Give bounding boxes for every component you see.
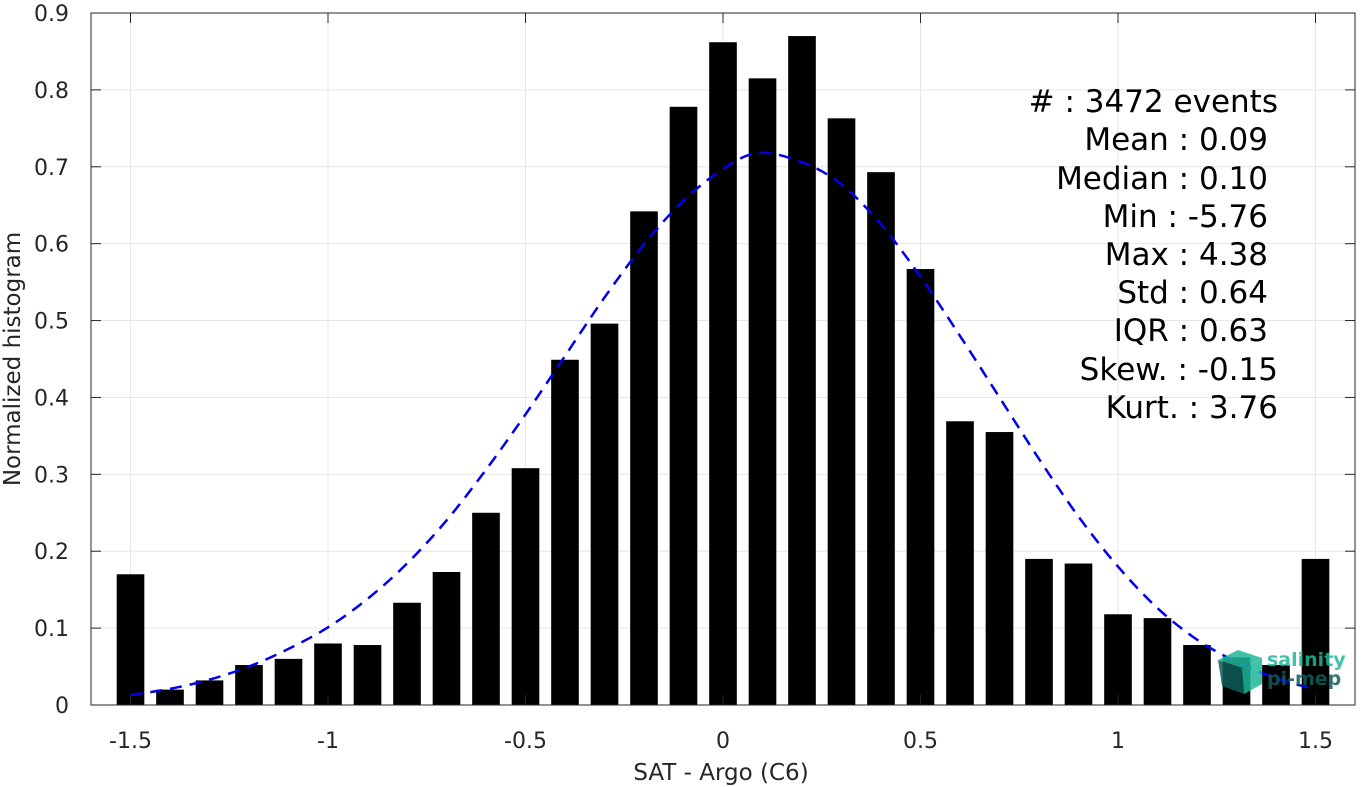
histogram-bar — [827, 118, 856, 706]
histogram-bar — [472, 512, 500, 705]
histogram-bar — [511, 468, 540, 705]
y-tick-labels: 0 0.1 0.2 0.3 0.4 0.5 0.6 0.7 0.8 0.9 — [34, 2, 69, 719]
histogram-bars — [116, 36, 1330, 706]
y-tick-label: 0 — [55, 694, 69, 719]
histogram-bar — [867, 172, 895, 705]
y-tick-label: 0.6 — [34, 233, 69, 258]
x-tick-label: -0.5 — [504, 729, 547, 754]
histogram-bar — [1064, 563, 1093, 705]
histogram-bar — [669, 106, 698, 705]
histogram-bar — [709, 42, 737, 706]
histogram-bar — [393, 602, 421, 705]
stat-median: Median : 0.10 — [1056, 161, 1268, 197]
histogram-bar — [195, 680, 224, 705]
stat-std: Std : 0.64 — [1117, 275, 1268, 311]
stat-iqr: IQR : 0.63 — [1114, 313, 1268, 349]
logo-text-pimep: pi-mep — [1267, 668, 1341, 690]
x-tick-label: 0.5 — [903, 729, 938, 754]
histogram-bar — [353, 645, 382, 705]
statistics-box: # : 3472 events Mean : 0.09 Median : 0.1… — [1029, 84, 1278, 426]
histogram-bar — [235, 665, 263, 705]
histogram-bar — [1143, 618, 1172, 705]
histogram-bar — [156, 689, 184, 705]
y-tick-label: 0.4 — [34, 386, 69, 411]
x-tick-label: -1.5 — [109, 729, 152, 754]
histogram-bar — [985, 432, 1014, 705]
axis-ticks — [91, 12, 1355, 706]
histogram-bar — [1183, 645, 1211, 705]
y-axis-label: Normalized histogram — [0, 232, 26, 486]
histogram-bar — [116, 574, 145, 705]
histogram-bar — [1301, 558, 1330, 705]
histogram-bar — [1104, 614, 1132, 705]
x-tick-label: 1 — [1111, 729, 1125, 754]
x-tick-labels: -1.5 -1 -0.5 0 0.5 1 1.5 — [109, 729, 1333, 754]
histogram-bar — [432, 571, 461, 705]
x-tick-label: 1.5 — [1298, 729, 1333, 754]
x-tick-label: 0 — [716, 729, 730, 754]
x-axis-label: SAT - Argo (C6) — [633, 760, 808, 786]
histogram-bar — [906, 269, 935, 705]
histogram-bar — [590, 323, 619, 705]
histogram-bar — [1262, 665, 1290, 705]
stat-mean: Mean : 0.09 — [1084, 122, 1268, 158]
histogram-bar — [748, 78, 777, 706]
histogram-bar — [788, 36, 816, 706]
logo-cube-left-face — [1218, 660, 1244, 694]
logo-cube-right-face — [1242, 658, 1262, 694]
salinity-pimep-logo: salinity pi-mep — [1218, 649, 1346, 694]
y-tick-label: 0.1 — [34, 617, 69, 642]
y-tick-label: 0.3 — [34, 463, 69, 488]
x-tick-label: -1 — [317, 729, 339, 754]
y-tick-label: 0.7 — [34, 156, 69, 181]
stat-kurt: Kurt. : 3.76 — [1106, 390, 1278, 426]
logo-text-salinity: salinity — [1267, 649, 1346, 671]
stat-max: Max : 4.38 — [1105, 237, 1268, 273]
y-tick-label: 0.9 — [34, 2, 69, 27]
y-tick-label: 0.2 — [34, 540, 69, 565]
histogram-bar — [551, 359, 579, 705]
y-tick-label: 0.5 — [34, 310, 69, 335]
histogram-bar — [946, 421, 974, 705]
histogram-bar — [630, 211, 658, 705]
histogram-bar — [1025, 558, 1053, 705]
histogram-bar — [314, 643, 342, 705]
stat-min: Min : -5.76 — [1103, 199, 1268, 235]
y-tick-label: 0.8 — [34, 79, 69, 104]
histogram-bar — [274, 658, 303, 705]
stat-count: # : 3472 events — [1029, 84, 1278, 120]
stat-skew: Skew. : -0.15 — [1080, 352, 1278, 388]
